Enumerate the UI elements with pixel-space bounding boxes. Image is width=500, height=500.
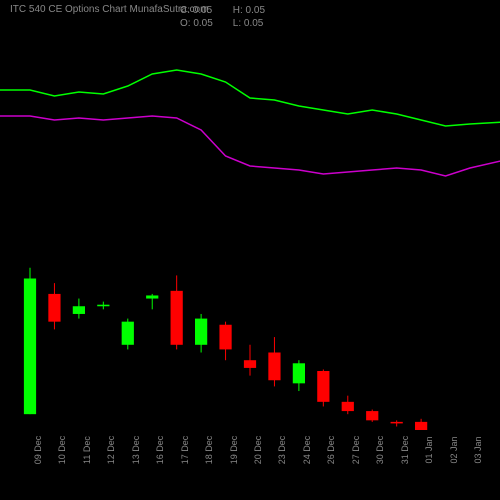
high-label: H: 0.05 (233, 4, 283, 17)
chart-title: ITC 540 CE Options Chart MunafaSutra.com (10, 4, 208, 15)
x-axis-label: 10 Dec (57, 425, 67, 475)
x-axis-label: 09 Dec (33, 425, 43, 475)
close-label: C: 0.05 (180, 4, 230, 17)
x-axis-label: 24 Dec (302, 425, 312, 475)
x-axis-label: 19 Dec (229, 425, 239, 475)
chart-area (0, 30, 500, 430)
x-axis-label: 18 Dec (204, 425, 214, 475)
x-axis-label: 16 Dec (155, 425, 165, 475)
x-axis: 09 Dec10 Dec11 Dec12 Dec13 Dec16 Dec17 D… (0, 430, 500, 500)
x-axis-label: 13 Dec (131, 425, 141, 475)
chart-svg (0, 30, 500, 430)
x-axis-label: 30 Dec (375, 425, 385, 475)
x-axis-label: 11 Dec (82, 425, 92, 475)
ohlc-display: C: 0.05 H: 0.05 O: 0.05 L: 0.05 (180, 4, 283, 30)
x-axis-label: 12 Dec (106, 425, 116, 475)
x-axis-label: 03 Jan (473, 425, 483, 475)
x-axis-label: 26 Dec (326, 425, 336, 475)
x-axis-label: 01 Jan (424, 425, 434, 475)
low-label: L: 0.05 (233, 17, 283, 30)
x-axis-label: 27 Dec (351, 425, 361, 475)
x-axis-label: 31 Dec (400, 425, 410, 475)
x-axis-label: 23 Dec (277, 425, 287, 475)
open-label: O: 0.05 (180, 17, 230, 30)
x-axis-label: 17 Dec (180, 425, 190, 475)
x-axis-label: 02 Jan (449, 425, 459, 475)
x-axis-label: 20 Dec (253, 425, 263, 475)
